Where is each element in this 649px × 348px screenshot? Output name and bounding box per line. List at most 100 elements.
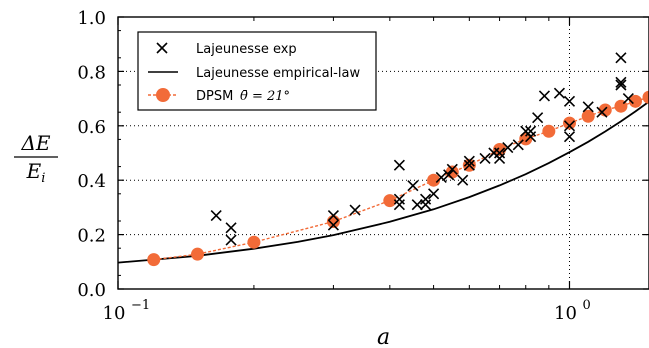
legend-x-marker-icon [156, 42, 168, 54]
x-marker-stroke [615, 76, 627, 88]
exp-point [525, 131, 537, 143]
x-marker-stroke [512, 139, 524, 151]
x-marker-stroke [225, 222, 237, 234]
legend-label-empirical: Lajeunesse empirical-law [196, 66, 360, 81]
x-marker-stroke [443, 169, 455, 181]
exp-point [596, 106, 608, 118]
y-axis-label-numerator: ΔE [20, 131, 50, 155]
exp-point [463, 155, 475, 167]
exp-point [393, 199, 405, 211]
exp-point [493, 152, 506, 165]
legend-item-dpsm: DPSM θ̄ = 21° [148, 88, 290, 104]
exp-point [428, 188, 440, 200]
x-marker-stroke [615, 52, 627, 64]
series-layer [117, 52, 649, 267]
dpsm-point [191, 247, 205, 261]
y-tick-label: 0.2 [77, 226, 106, 247]
x-marker-stroke [210, 209, 222, 222]
exp-point [553, 87, 566, 99]
tick-layer: 0.0 0.2 0.4 0.6 0.8 1.0 10 −1 10 0 [77, 8, 649, 324]
exp-point [327, 219, 339, 231]
x-marker-stroke [538, 90, 550, 102]
legend-label-dpsm-theta: θ̄ = 21° [240, 89, 290, 104]
dpsm-point [247, 235, 261, 249]
x-marker-stroke [446, 163, 458, 175]
exp-point [411, 199, 423, 211]
x-marker-stroke [156, 42, 168, 54]
x-marker-stroke [582, 101, 594, 113]
exp-point [327, 209, 339, 222]
x-marker-stroke [393, 193, 405, 205]
dpsm-point [493, 142, 507, 156]
x-marker-stroke [525, 125, 537, 137]
exp-point [225, 222, 237, 234]
exp-point [525, 125, 537, 137]
exp-point [493, 147, 506, 159]
y-axis-label-denominator: Ei [26, 159, 46, 186]
exp-point [582, 101, 594, 113]
x-marker-stroke [327, 209, 339, 222]
y-axis-label: ΔE Ei [14, 131, 58, 186]
exp-point [210, 209, 222, 222]
x-marker-stroke [553, 87, 566, 99]
x-marker-stroke [428, 188, 440, 200]
legend-circle-marker-icon [156, 88, 170, 102]
exp-point [622, 93, 634, 105]
x-marker-stroke [411, 199, 423, 211]
dpsm-point [383, 194, 397, 208]
dpsm-point [642, 90, 649, 104]
exp-point [225, 234, 237, 246]
x-tick-label-exponent: 0 [582, 298, 590, 313]
x-marker-stroke [615, 79, 627, 91]
exp-point [463, 159, 475, 171]
x-marker-stroke [622, 93, 634, 105]
exp-point [407, 180, 419, 192]
legend-box [137, 31, 377, 111]
x-marker-stroke [420, 193, 432, 205]
exp-point [393, 159, 405, 171]
exp-point [532, 112, 544, 124]
x-tick-label: 10 [554, 303, 577, 324]
series-line-empirical [117, 100, 649, 264]
x-marker-stroke [463, 159, 475, 171]
y-tick-label: 0.8 [77, 62, 106, 83]
exp-point [538, 90, 550, 102]
dpsm-point [562, 116, 576, 130]
exp-point [420, 193, 432, 205]
x-marker-stroke [596, 106, 608, 118]
exp-point [502, 141, 514, 154]
exp-point [479, 152, 491, 165]
x-marker-stroke [502, 141, 514, 154]
x-marker-stroke [435, 171, 447, 184]
exp-point [443, 169, 455, 181]
x-marker-stroke [520, 125, 532, 137]
dpsm-point [147, 253, 161, 267]
x-marker-stroke [563, 95, 576, 107]
x-marker-stroke [493, 147, 506, 159]
y-tick-label: 1.0 [77, 8, 106, 29]
legend-label-exp: Lajeunesse exp [196, 42, 297, 57]
x-marker-stroke [393, 159, 405, 171]
x-tick-label: 10 [103, 303, 126, 324]
x-marker-stroke [407, 180, 419, 192]
dpsm-point [519, 132, 533, 146]
exp-point [446, 163, 458, 175]
exp-point [615, 79, 627, 91]
legend-item-empirical: Lajeunesse empirical-law [148, 66, 360, 81]
legend: Lajeunesse exp Lajeunesse empirical-law … [137, 31, 377, 111]
exp-point [615, 52, 627, 64]
exp-point [435, 171, 447, 184]
dpsm-point [542, 124, 556, 138]
x-marker-stroke [327, 219, 339, 231]
exp-point [512, 139, 524, 151]
exp-point [349, 204, 361, 216]
x-marker-stroke [532, 112, 544, 124]
exp-point [393, 193, 405, 205]
dpsm-point [581, 109, 595, 123]
x-marker-stroke [493, 152, 506, 165]
exp-point [563, 131, 576, 143]
legend-x-marker-stroke-group [156, 42, 168, 54]
legend-item-exp: Lajeunesse exp [156, 42, 297, 57]
exp-point [563, 95, 576, 107]
